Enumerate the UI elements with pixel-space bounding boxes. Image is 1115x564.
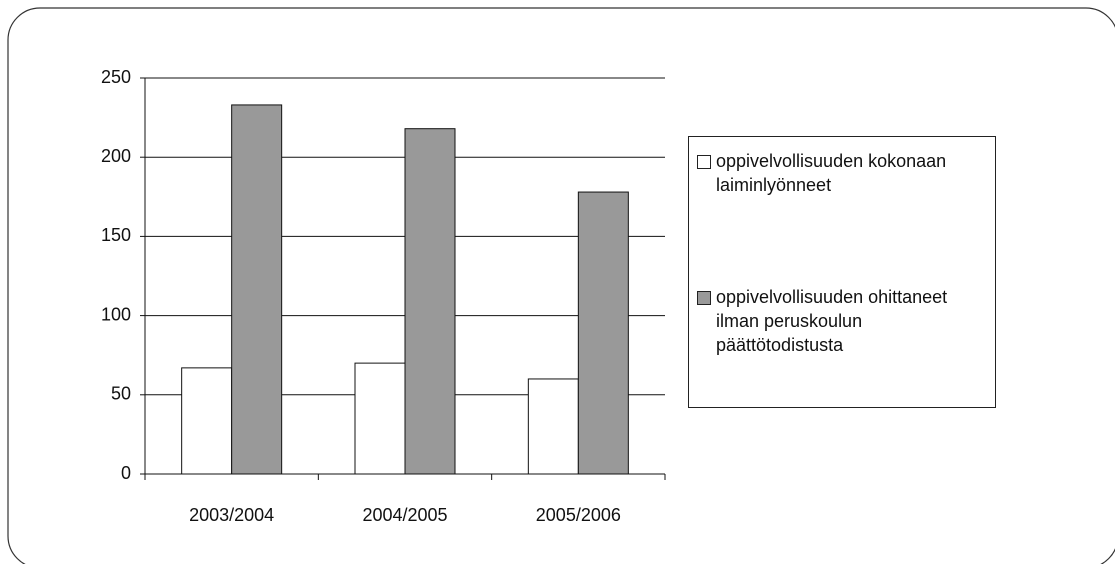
bar [577, 191, 629, 475]
legend-entry: oppivelvollisuuden kokonaan laiminlyönne… [697, 149, 987, 197]
y-tick-label: 200 [101, 146, 131, 166]
legend-label: oppivelvollisuuden ohittaneet ilman peru… [716, 287, 948, 355]
y-tick-label: 0 [121, 463, 131, 483]
legend-swatch [697, 155, 711, 169]
x-tick-label: 2003/2004 [189, 505, 274, 525]
bar [354, 362, 406, 475]
bar [231, 104, 283, 475]
y-tick-label: 150 [101, 225, 131, 245]
legend-swatch [697, 291, 711, 305]
frame [7, 7, 1115, 564]
legend-label: oppivelvollisuuden kokonaan laiminlyönne… [716, 151, 947, 195]
x-tick-label: 2005/2006 [536, 505, 621, 525]
y-tick-label: 250 [101, 67, 131, 87]
bar [404, 128, 456, 475]
bar [527, 378, 579, 475]
y-tick-label: 50 [111, 384, 131, 404]
bar [181, 367, 233, 475]
x-tick-label: 2004/2005 [362, 505, 447, 525]
y-tick-label: 100 [101, 304, 131, 324]
legend: oppivelvollisuuden kokonaan laiminlyönne… [688, 136, 996, 408]
legend-entry: oppivelvollisuuden ohittaneet ilman peru… [697, 285, 987, 357]
